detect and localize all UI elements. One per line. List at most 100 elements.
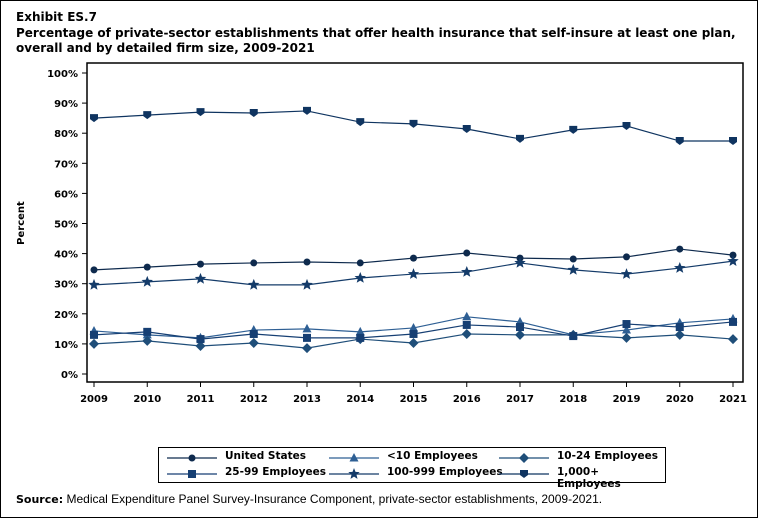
x-tick-label: 2009 [80, 394, 108, 405]
legend-swatch [167, 454, 217, 462]
data-point [462, 124, 471, 133]
data-point [195, 341, 206, 352]
x-tick-label: 2018 [559, 394, 587, 405]
data-point [303, 106, 311, 115]
legend-label: United States [225, 450, 306, 462]
data-point [356, 259, 364, 267]
data-point [408, 337, 419, 348]
x-tick-label: 2015 [400, 394, 428, 405]
data-point [354, 272, 366, 283]
y-tick-label: 90% [54, 99, 78, 110]
data-point [623, 253, 630, 261]
legend: United States <10 Employees 10-24 Employee… [158, 447, 666, 490]
legend-label: <10 Employees [387, 450, 478, 462]
source-text: Medical Expenditure Panel Survey-Insuran… [66, 492, 603, 506]
data-point [409, 119, 418, 128]
y-tick-label: 20% [54, 310, 78, 321]
y-tick-label: 60% [54, 189, 78, 200]
data-point [90, 266, 98, 274]
data-point [143, 263, 151, 271]
y-tick-label: 80% [54, 129, 78, 140]
x-tick-label: 2020 [666, 394, 694, 405]
legend-swatch [167, 470, 217, 478]
x-tick-label: 2016 [453, 394, 481, 405]
data-point [462, 311, 472, 321]
x-tick-label: 2019 [613, 394, 641, 405]
data-point [90, 114, 98, 123]
data-point [194, 272, 207, 284]
data-point [461, 328, 472, 339]
data-point [409, 322, 418, 332]
legend-label: 10-24 Employees [557, 450, 659, 462]
data-point [674, 329, 685, 340]
legend-marker [519, 453, 529, 463]
data-point [248, 278, 260, 290]
chart-title: Percentage of private-sector establishme… [16, 26, 736, 55]
data-point [249, 109, 258, 118]
data-point [303, 333, 311, 342]
plot-frame [86, 62, 744, 383]
data-point [88, 278, 100, 290]
y-tick-label: 100% [47, 69, 78, 80]
data-point [250, 259, 258, 267]
data-point [141, 275, 153, 287]
data-point [356, 333, 365, 342]
data-point [89, 338, 99, 349]
data-point [728, 334, 738, 345]
y-tick-label: 0% [61, 370, 78, 381]
data-point [569, 125, 578, 134]
y-tick-label: 30% [54, 280, 78, 291]
data-point [675, 137, 684, 146]
legend-swatch [499, 453, 549, 463]
data-point [676, 245, 684, 253]
x-tick-label: 2021 [719, 394, 747, 405]
data-point [461, 266, 473, 277]
data-point [674, 262, 686, 273]
data-point [516, 134, 524, 143]
data-point [356, 118, 365, 127]
data-point [622, 320, 631, 329]
data-point [622, 325, 631, 334]
legend-label: 100-999 Employees [387, 466, 503, 478]
data-point [143, 327, 152, 336]
x-tick-label: 2014 [346, 394, 374, 405]
legend-label: 1,000+ Employees [557, 466, 621, 490]
legend-swatch [329, 453, 379, 462]
legend-marker [348, 468, 360, 479]
data-point [143, 111, 152, 120]
x-tick-label: 2012 [240, 394, 268, 405]
data-point [620, 268, 633, 279]
data-point [462, 320, 471, 329]
legend-marker [520, 470, 528, 478]
data-point [621, 332, 632, 343]
legend-label: 25-99 Employees [225, 466, 327, 478]
exhibit-label: Exhibit ES.7 [16, 10, 97, 24]
data-point [410, 254, 417, 262]
x-tick-label: 2011 [187, 394, 215, 405]
data-point [196, 108, 205, 117]
source-note: Source: Medical Expenditure Panel Survey… [16, 492, 602, 506]
y-tick-label: 10% [54, 340, 78, 351]
data-point [303, 258, 311, 266]
y-tick-label: 50% [54, 220, 78, 231]
legend-swatch [329, 468, 379, 479]
series-5 [90, 106, 737, 146]
data-point [248, 337, 259, 348]
legend-swatch [499, 470, 549, 478]
y-tick-label: 70% [54, 159, 78, 170]
data-point [302, 323, 312, 333]
data-point [90, 330, 98, 339]
series-4 [88, 255, 739, 290]
data-point [407, 268, 420, 279]
y-axis-label: Percent [16, 201, 27, 245]
data-point [409, 329, 418, 338]
data-point [515, 329, 525, 340]
data-point [196, 335, 205, 344]
data-point [514, 256, 526, 268]
data-point [569, 255, 577, 263]
x-tick-label: 2010 [133, 394, 161, 405]
data-point [567, 263, 579, 275]
data-point [516, 323, 524, 332]
legend-marker [349, 453, 359, 462]
